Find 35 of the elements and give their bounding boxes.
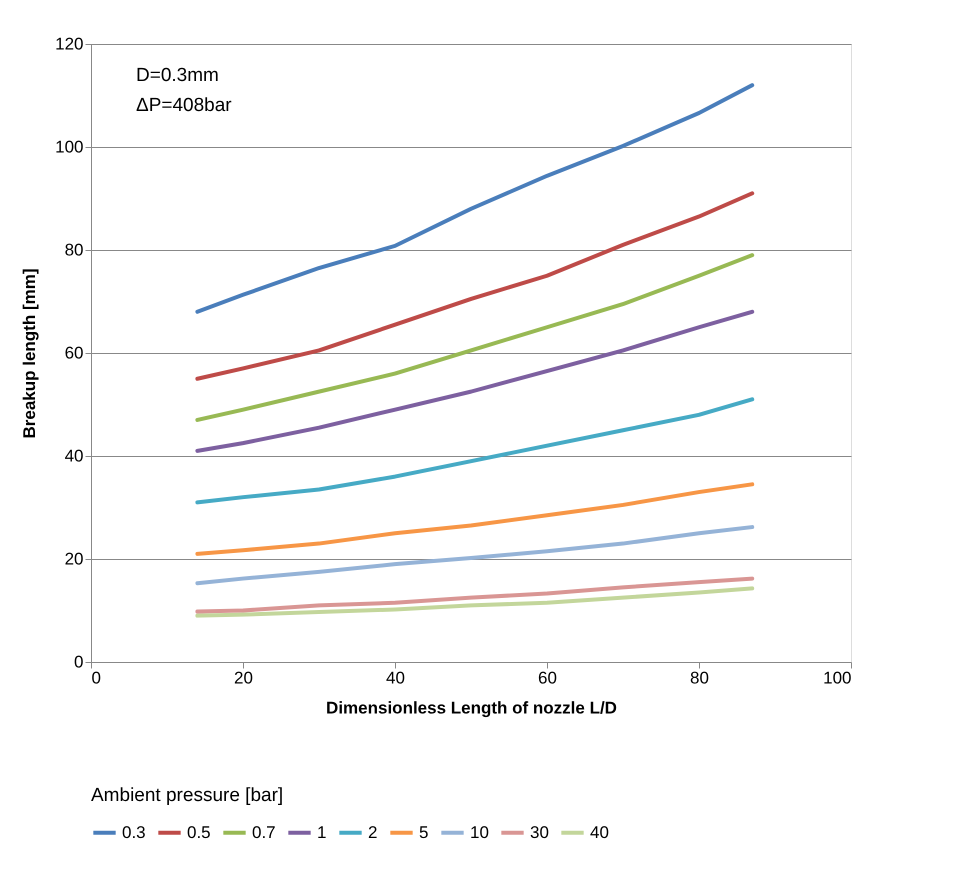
y-tick-label: 40 [64, 446, 84, 466]
line-series [195, 310, 754, 453]
x-tick-label: 40 [386, 668, 405, 688]
annotation: D=0.3mm [136, 65, 219, 86]
x-tick-label: 60 [538, 668, 557, 688]
annotation: ΔP=408bar [136, 95, 232, 116]
y-tick-label: 0 [74, 652, 84, 672]
y-tick-label: 80 [64, 240, 84, 260]
y-tick-label: 120 [55, 34, 84, 54]
x-tick-label: 80 [690, 668, 709, 688]
line-series [195, 586, 754, 618]
line-series [195, 253, 754, 422]
line-series [195, 576, 754, 614]
y-tick-label: 60 [64, 344, 84, 362]
x-axis-title: Dimensionless Length of nozzle L/D [326, 698, 617, 718]
legend-label: 0.5 [187, 822, 211, 842]
line-series [195, 191, 754, 381]
x-tick-label: 100 [823, 668, 852, 688]
legend-label: 0.7 [252, 822, 276, 842]
legend-label: 40 [590, 822, 609, 842]
legend-label: 0.3 [122, 822, 146, 842]
y-tick-label: 100 [55, 138, 84, 156]
legend-label: 10 [470, 822, 489, 842]
legend-label: 5 [419, 822, 428, 842]
line-series [195, 482, 754, 556]
legend-title: Ambient pressure [bar] [91, 785, 284, 806]
y-tick-label: 20 [64, 550, 84, 568]
line-series [195, 525, 754, 586]
x-tick-label: 0 [92, 668, 101, 688]
legend-label: 30 [530, 822, 549, 842]
line-series [195, 397, 754, 504]
legend-label: 1 [317, 822, 326, 842]
y-axis-title: Breakup length [mm] [20, 268, 40, 439]
legend-label: 2 [368, 822, 378, 842]
x-tick-label: 20 [234, 668, 253, 688]
